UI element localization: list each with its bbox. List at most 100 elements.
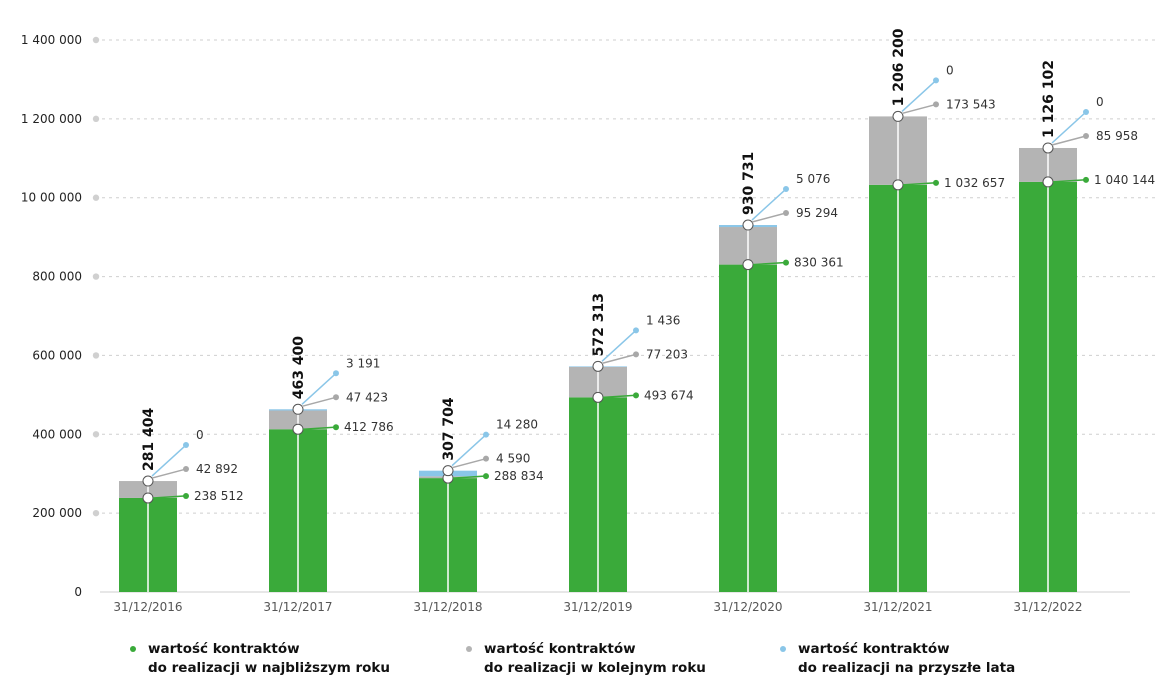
y-axis-ticks: 0 200 000 400 000 600 000 800 000 10 00 000 1 … [21, 33, 82, 599]
x-tick-label: 31/12/2020 [713, 600, 782, 614]
leader-line [151, 444, 187, 477]
legend: wartość kontraktów do realizacji w najbl… [0, 640, 1156, 681]
leader-line [752, 261, 785, 266]
leader-line [451, 457, 487, 469]
value-label: 14 280 [496, 418, 538, 432]
leader-line [751, 188, 787, 221]
total-label: 281 404 [141, 407, 157, 471]
leader-line [901, 103, 937, 115]
legend-swatch-future-years [780, 646, 786, 652]
value-label: 85 958 [1096, 129, 1138, 143]
leader-line [451, 434, 487, 467]
total-label: 572 313 [591, 293, 607, 356]
value-label: 77 203 [646, 347, 688, 361]
gridline-dot [92, 509, 100, 517]
leader-line [601, 329, 637, 362]
leader-dot [1083, 108, 1089, 115]
x-tick-label: 31/12/2017 [263, 600, 332, 614]
leader-line [601, 353, 637, 365]
legend-item-future-years: wartość kontraktów do realizacji na przy… [780, 640, 1015, 678]
leader-line [302, 426, 335, 430]
leader-dot [633, 327, 639, 334]
legend-line: wartość kontraktów [484, 641, 636, 657]
value-label: 95 294 [796, 206, 838, 220]
leader-line [1051, 111, 1087, 144]
value-label: 493 674 [644, 388, 694, 402]
value-label: 42 892 [196, 462, 238, 476]
value-label: 830 361 [794, 256, 844, 270]
value-label: 0 [946, 63, 954, 77]
segment-marker [892, 110, 904, 122]
leader-line [901, 79, 937, 112]
leader-line [452, 475, 485, 479]
segment-marker [142, 492, 154, 504]
segment-marker [742, 219, 754, 231]
leader-dot [483, 473, 489, 480]
leader-line [301, 396, 337, 408]
value-label: 47 423 [346, 390, 388, 404]
y-tick-label: 1 200 000 [21, 112, 82, 126]
leader-line [602, 394, 635, 399]
leader-line [902, 182, 935, 186]
leader-dot [633, 392, 639, 399]
value-label: 1 436 [646, 313, 680, 327]
segment-marker [142, 475, 154, 487]
segment-marker [592, 391, 604, 403]
y-tick-label: 0 [74, 585, 82, 599]
total-label: 307 704 [441, 397, 457, 461]
gridline-dot [92, 194, 100, 201]
legend-item-following-year: wartość kontraktów do realizacji w kolej… [466, 640, 706, 678]
leader-dot [933, 101, 939, 108]
segment-marker [292, 423, 304, 435]
x-tick-label: 31/12/2016 [113, 600, 182, 614]
value-labels: 238 512 42 892 0 281 404 412 786 47 423 3 191 4… [141, 28, 1155, 504]
y-tick-label: 800 000 [32, 270, 82, 284]
total-label: 1 126 102 [1041, 60, 1057, 138]
value-label: 3 191 [346, 356, 380, 370]
legend-swatch-following-year [466, 646, 472, 652]
segment-marker [742, 259, 754, 271]
legend-label-next-year: wartość kontraktów do realizacji w najbl… [148, 640, 390, 678]
leader-dot [633, 351, 639, 358]
gridline-dot [92, 273, 100, 280]
total-label: 463 400 [291, 336, 307, 400]
leader-line [152, 495, 185, 499]
segment-marker [292, 403, 304, 415]
leader-dot [333, 424, 339, 431]
leader-dot [183, 466, 189, 473]
legend-item-next-year: wartość kontraktów do realizacji w najbl… [130, 640, 390, 678]
value-label: 4 590 [496, 452, 530, 466]
leader-dot [183, 442, 189, 449]
x-axis-ticks: 31/12/2016 31/12/2017 31/12/2018 31/12/2019… [113, 600, 1082, 614]
leader-dot [333, 370, 339, 377]
y-tick-label: 600 000 [32, 348, 82, 362]
total-label: 1 206 200 [891, 28, 907, 106]
legend-swatch-next-year [130, 646, 136, 652]
legend-line: do realizacji w kolejnym roku [484, 660, 706, 676]
total-label: 930 731 [741, 152, 757, 215]
y-tick-label: 10 00 000 [21, 191, 82, 205]
legend-line: wartość kontraktów [798, 641, 950, 657]
y-tick-label: 1 400 000 [21, 33, 82, 47]
segment-marker [892, 179, 904, 191]
value-label: 173 543 [946, 97, 996, 111]
leader-dot [783, 210, 789, 217]
y-tick-label: 200 000 [32, 506, 82, 520]
leader-dot [183, 492, 189, 499]
segment-marker [592, 360, 604, 372]
x-tick-label: 31/12/2018 [413, 600, 482, 614]
value-label: 1 040 144 [1094, 173, 1155, 187]
leader-dot [783, 186, 789, 193]
segment-marker [1042, 176, 1054, 188]
y-tick-label: 400 000 [32, 427, 82, 441]
gridline-dot [92, 352, 100, 359]
segment-marker [1042, 142, 1054, 154]
legend-line: do realizacji w najbliższym roku [148, 660, 391, 676]
leader-line [1052, 179, 1085, 183]
leader-dot [933, 77, 939, 84]
value-label: 1 032 657 [944, 176, 1005, 190]
value-label: 0 [196, 428, 204, 442]
x-tick-label: 31/12/2022 [1013, 600, 1082, 614]
x-tick-label: 31/12/2019 [563, 600, 632, 614]
